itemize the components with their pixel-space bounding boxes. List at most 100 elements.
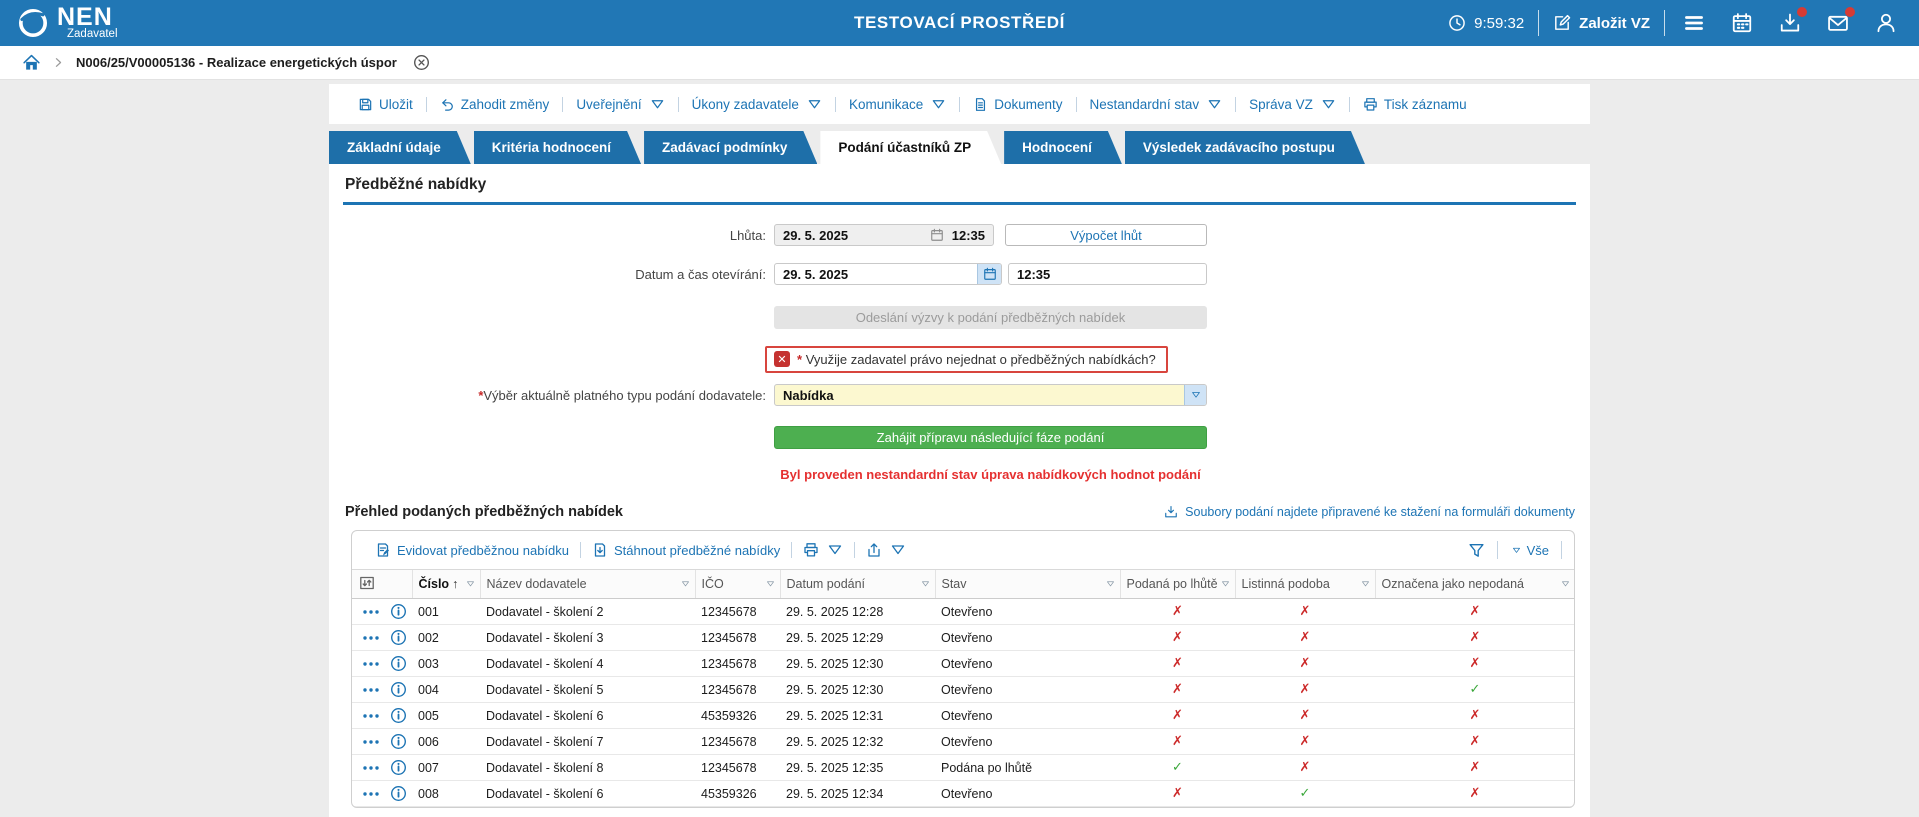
grid-action-item[interactable] xyxy=(791,542,854,558)
row-menu-icon[interactable] xyxy=(362,686,380,694)
column-filter-icon[interactable] xyxy=(1221,580,1230,589)
tab-podani-ucastniku-zp[interactable]: Podání účastníků ZP xyxy=(820,131,1001,164)
tab-zakladni-udaje[interactable]: Základní údaje xyxy=(329,131,471,164)
menu-icon[interactable] xyxy=(1683,12,1705,34)
top-header: NEN Zadavatel TESTOVACÍ PROSTŘEDÍ 9:59:3… xyxy=(0,0,1919,46)
row-menu-icon[interactable] xyxy=(362,790,380,798)
date-picker-button[interactable] xyxy=(977,264,1001,284)
cell-datum: 29. 5. 2025 12:32 xyxy=(780,728,935,755)
table-row[interactable]: 002 Dodavatel - školení 3 12345678 29. 5. 2… xyxy=(352,624,1574,651)
column-header-cislo[interactable]: Číslo ↑ xyxy=(411,569,480,599)
downloads-tray-icon[interactable] xyxy=(1779,7,1807,34)
column-header-nazev-dodavatele[interactable]: Název dodavatele xyxy=(479,569,695,599)
cross-icon: ✗ xyxy=(1172,786,1183,801)
opening-date-field[interactable]: 29. 5. 2025 xyxy=(774,263,1002,285)
print-icon xyxy=(1363,97,1378,112)
column-header-datum-podani[interactable]: Datum podání xyxy=(779,569,935,599)
submission-files-link[interactable]: Soubory podání najdete připravené ke sta… xyxy=(1164,505,1575,519)
row-menu-icon[interactable] xyxy=(362,712,380,720)
row-info-icon[interactable] xyxy=(390,759,407,776)
column-filter-icon[interactable] xyxy=(1561,580,1570,589)
cell-ico: 12345678 xyxy=(695,650,780,677)
row-menu-icon[interactable] xyxy=(362,608,380,616)
filter-funnel-icon[interactable] xyxy=(1468,542,1485,559)
column-header-podana-po-lhute[interactable]: Podaná po lhůtě xyxy=(1119,569,1235,599)
row-info-icon[interactable] xyxy=(390,733,407,750)
close-tab-icon[interactable] xyxy=(413,54,430,71)
submission-type-select[interactable]: Nabídka xyxy=(774,384,1207,406)
user-icon[interactable] xyxy=(1875,12,1897,34)
row-info-icon[interactable] xyxy=(390,603,407,620)
table-row[interactable]: 004 Dodavatel - školení 5 12345678 29. 5. 2… xyxy=(352,676,1574,703)
nen-logo[interactable]: NEN Zadavatel xyxy=(16,5,118,41)
table-row[interactable]: 001 Dodavatel - školení 2 12345678 29. 5. 2… xyxy=(352,598,1574,625)
cell-ico: 12345678 xyxy=(695,624,780,651)
toolbar-item-komunikace[interactable]: Komunikace xyxy=(834,96,959,112)
cross-icon: ✗ xyxy=(1172,734,1183,749)
create-vz-button[interactable]: Založit VZ xyxy=(1553,14,1650,32)
table-row[interactable]: 008 Dodavatel - školení 6 45359326 29. 5. 2… xyxy=(352,780,1574,807)
table-row[interactable]: 007 Dodavatel - školení 8 12345678 29. 5. 2… xyxy=(352,754,1574,781)
home-icon[interactable] xyxy=(22,53,41,72)
filter-all-button[interactable]: Vše xyxy=(1496,541,1562,559)
column-filter-icon[interactable] xyxy=(1361,580,1370,589)
deadline-time-value: 12:35 xyxy=(951,227,985,243)
row-menu-icon[interactable] xyxy=(362,738,380,746)
tab-vysledek-zadavaciho-postupu[interactable]: Výsledek zadávacího postupu xyxy=(1125,131,1365,164)
toolbar-item-ulozit[interactable]: Uložit xyxy=(345,97,426,112)
column-header-stav[interactable]: Stav xyxy=(934,569,1120,599)
toolbar-item-ukony-zadavatele[interactable]: Úkony zadavatele xyxy=(677,96,835,112)
start-next-phase-button[interactable]: Zahájit přípravu následující fáze podání xyxy=(774,426,1207,449)
toolbar-item-nestandardni-stav[interactable]: Nestandardní stav xyxy=(1075,96,1236,112)
column-settings-header[interactable] xyxy=(352,569,412,599)
row-info-icon[interactable] xyxy=(390,707,407,724)
calendar-icon[interactable] xyxy=(1731,12,1753,34)
grid-action-item[interactable] xyxy=(854,542,917,558)
tab-kriteria-hodnoceni[interactable]: Kritéria hodnocení xyxy=(474,131,641,164)
deadline-field[interactable]: 29. 5. 2025 12:35 xyxy=(774,224,994,246)
cross-icon: ✗ xyxy=(1172,630,1183,645)
row-info-icon[interactable] xyxy=(390,681,407,698)
compute-deadlines-button[interactable]: Výpočet lhůt xyxy=(1005,224,1207,246)
deadline-date-value: 29. 5. 2025 xyxy=(783,227,849,243)
opening-time-field[interactable]: 12:35 xyxy=(1008,263,1207,285)
cell-stav: Otevřeno xyxy=(935,702,1120,729)
column-header-listinna-podoba[interactable]: Listinná podoba xyxy=(1234,569,1375,599)
cross-icon: ✗ xyxy=(1469,604,1481,619)
cross-icon: ✗ xyxy=(1469,630,1481,645)
column-filter-icon[interactable] xyxy=(921,580,930,589)
row-info-icon[interactable] xyxy=(390,785,407,802)
column-filter-icon[interactable] xyxy=(466,580,475,589)
row-menu-icon[interactable] xyxy=(362,634,380,642)
toolbar-item-dokumenty[interactable]: Dokumenty xyxy=(959,96,1075,112)
table-row[interactable]: 003 Dodavatel - školení 4 12345678 29. 5. 2… xyxy=(352,650,1574,677)
toolbar-item-uverejneni[interactable]: Uveřejnění xyxy=(562,96,677,112)
grid-action-evidovat-predbeznou-nabidku[interactable]: Evidovat předběžnou nabídku xyxy=(364,542,580,558)
column-header-oznacena-jako-nepodana[interactable]: Označena jako nepodaná xyxy=(1374,569,1574,599)
row-menu-icon[interactable] xyxy=(362,660,380,668)
table-row[interactable]: 005 Dodavatel - školení 6 45359326 29. 5. 2… xyxy=(352,702,1574,729)
column-filter-icon[interactable] xyxy=(1106,580,1115,589)
column-filter-icon[interactable] xyxy=(681,580,690,589)
column-header-ico[interactable]: IČO xyxy=(694,569,780,599)
toolbar-item-zahodit-zmeny[interactable]: Zahodit změny xyxy=(425,96,563,112)
table-row[interactable]: 006 Dodavatel - školení 7 12345678 29. 5. 2… xyxy=(352,728,1574,755)
record-toolbar: Uložit Zahodit změny Uveřejnění Úkony zadav… xyxy=(329,84,1590,124)
messages-icon[interactable] xyxy=(1827,7,1855,34)
tab-zadavaci-podminky[interactable]: Zadávací podmínky xyxy=(644,131,817,164)
toolbar-item-sprava-vz[interactable]: Správa VZ xyxy=(1235,96,1349,112)
cell-datum: 29. 5. 2025 12:28 xyxy=(780,598,935,625)
tab-hodnoceni[interactable]: Hodnocení xyxy=(1004,131,1122,164)
negotiation-question-field[interactable]: ✕ * Využije zadavatel právo nejednat o p… xyxy=(765,345,1168,373)
breadcrumb-item[interactable]: N006/25/V00005136 - Realizace energetick… xyxy=(76,55,397,70)
select-chevron[interactable] xyxy=(1184,385,1206,405)
cell-datum: 29. 5. 2025 12:35 xyxy=(780,754,935,781)
page-title: Předběžné nabídky xyxy=(345,176,487,193)
row-info-icon[interactable] xyxy=(390,655,407,672)
toolbar-item-tisk-zaznamu[interactable]: Tisk záznamu xyxy=(1348,96,1480,112)
row-info-icon[interactable] xyxy=(390,629,407,646)
grid-action-stahnout-predbezne-nabidky[interactable]: Stáhnout předběžné nabídky xyxy=(580,542,791,558)
column-filter-icon[interactable] xyxy=(766,580,775,589)
cell-stav: Otevřeno xyxy=(935,728,1120,755)
row-menu-icon[interactable] xyxy=(362,764,380,772)
